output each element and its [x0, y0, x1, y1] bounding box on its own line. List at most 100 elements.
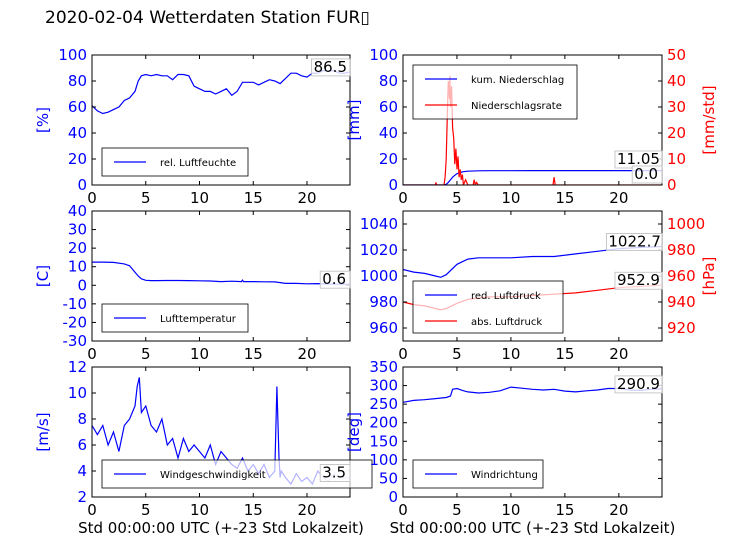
chart-panel-middle-right: 0 5 10 15 20 960 980 1000 1020 1040 920 940 960 980 10…	[360, 210, 718, 363]
legend-label: Lufttemperatur	[160, 314, 237, 325]
last-value-box	[631, 165, 663, 184]
chart-panel-top-left: 0 5 10 15 20 0 20 40 60 80 100 [%] rel. Luftfeuchte 8…	[34, 46, 351, 207]
legend-frame	[412, 64, 578, 120]
series-line-1	[403, 170, 662, 185]
y-tick-label: 80	[379, 72, 398, 90]
x-tick-label: 5	[141, 345, 151, 363]
legend: Lufttemperatur	[101, 303, 249, 333]
x-tick-label: 10	[190, 501, 209, 519]
y-tick-label: -10	[63, 295, 88, 313]
legend: Windrichtung	[412, 459, 544, 489]
x-tick-label: 0	[398, 501, 408, 519]
x-tick-label: 20	[297, 501, 316, 519]
y-tick-label: 30	[68, 221, 87, 239]
last-value-box	[319, 270, 351, 289]
legend: rel. Luftfeuchte	[101, 147, 249, 177]
last-value-label: 952.9	[617, 271, 660, 289]
y2-tick-label: 960	[667, 267, 696, 285]
x-tick-label: 5	[141, 189, 151, 207]
y-tick-label: 100	[58, 46, 87, 64]
last-value-label: 86.5	[314, 58, 347, 76]
y2-tick-label: 10	[667, 150, 686, 168]
y-tick-label: 40	[68, 124, 87, 142]
x-axis-label: Std 00:00:00 UTC (+-23 Std Lokalzeit)	[78, 519, 364, 537]
legend-label: Windrichtung	[471, 470, 538, 481]
y-tick-label: 60	[379, 98, 398, 116]
x-tick-label: 10	[190, 345, 209, 363]
y-tick-label: 0	[388, 176, 398, 194]
y-axis-label: [mm]	[345, 100, 363, 141]
y-tick-label: 200	[369, 414, 398, 432]
legend-label: Windgeschwindigkeit	[160, 470, 266, 481]
last-value-box	[614, 375, 663, 394]
y-tick-label: 10	[68, 258, 87, 276]
y-tick-label: 0	[77, 176, 87, 194]
y-tick-label: 960	[369, 319, 398, 337]
legend-frame	[412, 280, 564, 334]
y-tick-label: 100	[369, 46, 398, 64]
y-tick-label: 40	[379, 124, 398, 142]
series-line-1	[403, 245, 662, 278]
y-tick-label: -30	[63, 332, 88, 350]
last-value-box	[311, 58, 351, 77]
y-tick-label: 20	[379, 150, 398, 168]
chart-panel-middle-left: 0 5 10 15 20-30-20-10010203040[C]Lufttempera…	[34, 202, 351, 363]
x-tick-label: 15	[244, 345, 263, 363]
y-tick-label: 1020	[360, 241, 398, 259]
y2-axis-label: [mm/std]	[700, 85, 718, 154]
y-tick-label: 0	[388, 488, 398, 506]
x-tick-label: 15	[244, 501, 263, 519]
chart-panel-bottom-left: 0 5 10 15 20 2 4 6 8 10 12 [m/s] Std 00:00:00 UTC (+…	[34, 358, 373, 537]
y2-tick-label: 1000	[667, 215, 705, 233]
chart-panel-top-right: 0 5 10 15 20 0 20 40 60 80 100 0 10 20 30 40 50 [mm] [mm/s…	[345, 46, 718, 207]
y2-tick-label: 20	[667, 124, 686, 142]
y2-tick-label: 980	[667, 241, 696, 259]
x-tick-label: 0	[87, 501, 97, 519]
x-tick-label: 20	[297, 345, 316, 363]
last-value-label: 11.05	[617, 150, 660, 168]
last-value-label: 0.6	[322, 270, 346, 288]
x-tick-label: 5	[141, 501, 151, 519]
legend: kum. Niederschlag Niederschlagsrate	[412, 64, 578, 120]
x-tick-label: 20	[297, 189, 316, 207]
x-axis-label: Std 00:00:00 UTC (+-23 Std Lokalzeit)	[390, 519, 676, 537]
y-axis-label: [m/s]	[34, 412, 52, 451]
last-value-box	[319, 464, 351, 482]
y-tick-label: 50	[379, 469, 398, 487]
series-line-1	[92, 70, 350, 115]
y-tick-label: 8	[77, 410, 87, 428]
x-tick-label: 10	[501, 189, 520, 207]
series-line-1	[92, 261, 350, 285]
y-axis-label: [%]	[34, 107, 52, 133]
y2-tick-label: 40	[667, 72, 686, 90]
legend-label: kum. Niederschlag	[471, 75, 564, 86]
legend-label: red. Luftdruck	[471, 291, 541, 302]
y-tick-label: 300	[369, 377, 398, 395]
y-tick-label: 2	[77, 488, 87, 506]
x-tick-label: 15	[244, 189, 263, 207]
x-tick-label: 5	[452, 189, 462, 207]
y2-axis-label: [hPa]	[700, 257, 718, 296]
y-axis-label: [C]	[34, 265, 52, 287]
x-tick-label: 0	[87, 345, 97, 363]
x-tick-label: 10	[501, 501, 520, 519]
y2-tick-label: 50	[667, 46, 686, 64]
legend-label: rel. Luftfeuchte	[160, 158, 236, 169]
x-tick-label: 15	[555, 501, 574, 519]
last-value-box	[606, 233, 663, 251]
last-value-label: 290.9	[617, 375, 660, 393]
y-tick-label: 250	[369, 395, 398, 413]
y-tick-label: 40	[68, 202, 87, 220]
series-line-1	[403, 386, 662, 403]
y-tick-label: 10	[68, 384, 87, 402]
y-tick-label: 150	[369, 432, 398, 450]
plot-frame	[402, 54, 663, 186]
x-tick-label: 5	[452, 345, 462, 363]
y-tick-label: 6	[77, 436, 87, 454]
page-title: 2020-02-04 Wetterdaten Station FUR▯	[45, 8, 370, 28]
y-tick-label: 100	[369, 451, 398, 469]
y-tick-label: 1040	[360, 215, 398, 233]
x-tick-label: 0	[398, 345, 408, 363]
plot-frame	[402, 366, 663, 498]
